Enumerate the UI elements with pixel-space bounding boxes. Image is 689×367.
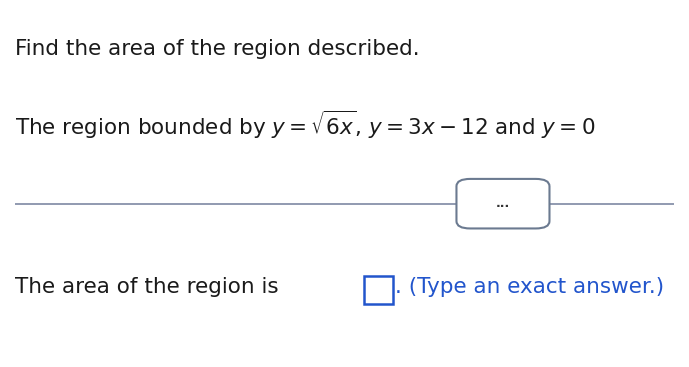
FancyBboxPatch shape [364, 276, 393, 304]
Text: The region bounded by $y = \sqrt{6x}$, $y = 3x - 12$ and $y = 0$: The region bounded by $y = \sqrt{6x}$, $… [15, 108, 595, 141]
Text: Find the area of the region described.: Find the area of the region described. [15, 39, 420, 58]
Text: ...: ... [496, 197, 510, 210]
Text: . (Type an exact answer.): . (Type an exact answer.) [395, 277, 664, 297]
FancyBboxPatch shape [456, 179, 550, 228]
Text: The area of the region is: The area of the region is [15, 277, 286, 297]
